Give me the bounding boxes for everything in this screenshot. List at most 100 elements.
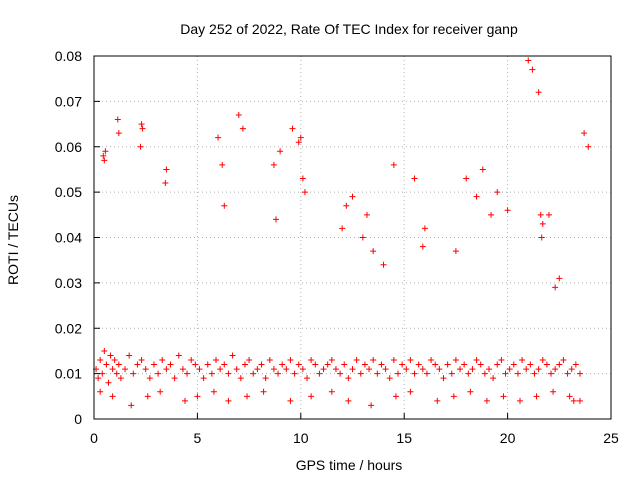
data-point <box>411 370 418 377</box>
data-points <box>93 57 592 409</box>
data-point <box>572 361 579 368</box>
axis-ticks: 0 5 10 15 20 25 0 0.01 0.02 0.03 0.04 0.05 0.06 0.07 0… <box>55 48 619 446</box>
x-tick-label: 20 <box>500 430 516 446</box>
data-point <box>341 361 348 368</box>
data-point <box>576 370 583 377</box>
y-axis-label: ROTI / TECUs <box>5 195 21 285</box>
data-point <box>179 366 186 373</box>
y-tick-label: 0.05 <box>55 184 82 200</box>
data-point <box>539 357 546 364</box>
data-point <box>297 134 304 141</box>
data-point <box>272 216 279 223</box>
data-point <box>250 370 257 377</box>
data-point <box>287 397 294 404</box>
data-point <box>270 161 277 168</box>
data-point <box>97 357 104 364</box>
data-point <box>210 388 217 395</box>
data-point <box>221 361 228 368</box>
data-point <box>138 357 145 364</box>
data-point <box>452 248 459 255</box>
data-point <box>529 66 536 73</box>
data-point <box>291 370 298 377</box>
data-point <box>244 393 251 400</box>
data-point <box>114 116 121 123</box>
data-point <box>370 357 377 364</box>
data-point <box>184 370 191 377</box>
data-point <box>533 393 540 400</box>
data-point <box>139 125 146 132</box>
x-tick-label: 25 <box>603 430 619 446</box>
data-point <box>332 366 339 373</box>
data-point <box>97 388 104 395</box>
data-point <box>349 193 356 200</box>
data-point <box>225 370 232 377</box>
data-point <box>345 397 352 404</box>
data-point <box>277 148 284 155</box>
y-tick-label: 0.08 <box>55 48 82 64</box>
data-point <box>434 397 441 404</box>
data-point <box>415 361 422 368</box>
x-tick-label: 15 <box>396 430 412 446</box>
data-point <box>390 357 397 364</box>
data-point <box>301 189 308 196</box>
data-point <box>566 393 573 400</box>
data-point <box>225 397 232 404</box>
data-point <box>560 357 567 364</box>
data-point <box>144 393 151 400</box>
data-point <box>163 366 170 373</box>
data-point <box>467 388 474 395</box>
data-point <box>568 366 575 373</box>
data-point <box>102 148 109 155</box>
data-point <box>308 357 315 364</box>
data-point <box>502 370 509 377</box>
data-point <box>194 393 201 400</box>
data-point <box>324 361 331 368</box>
y-tick-label: 0.02 <box>55 320 82 336</box>
data-point <box>473 193 480 200</box>
data-point <box>308 393 315 400</box>
plot-frame <box>93 55 612 420</box>
x-tick-label: 10 <box>293 430 309 446</box>
data-point <box>370 248 377 255</box>
x-tick-label: 0 <box>90 430 98 446</box>
data-point <box>504 207 511 214</box>
data-point <box>538 234 545 241</box>
data-point <box>328 357 335 364</box>
data-point <box>485 366 492 373</box>
data-point <box>394 370 401 377</box>
data-point <box>200 375 207 382</box>
data-point <box>479 166 486 173</box>
data-point <box>349 366 356 373</box>
data-point <box>477 361 484 368</box>
y-tick-label: 0.06 <box>55 139 82 155</box>
data-point <box>535 366 542 373</box>
data-point <box>109 393 116 400</box>
data-point <box>219 161 226 168</box>
data-point <box>585 143 592 150</box>
data-point <box>419 243 426 250</box>
data-point <box>382 366 389 373</box>
data-point <box>208 370 215 377</box>
data-point <box>162 180 169 187</box>
y-tick-label: 0.07 <box>55 93 82 109</box>
data-point <box>506 366 513 373</box>
data-point <box>423 370 430 377</box>
data-point <box>103 361 110 368</box>
data-point <box>146 375 153 382</box>
y-tick-label: 0.03 <box>55 275 82 291</box>
data-point <box>289 125 296 132</box>
data-point <box>246 357 253 364</box>
data-point <box>407 357 414 364</box>
data-point <box>126 352 133 359</box>
data-point <box>134 361 141 368</box>
data-point <box>407 388 414 395</box>
data-point <box>490 375 497 382</box>
data-point <box>163 166 170 173</box>
data-point <box>312 361 319 368</box>
data-point <box>150 361 157 368</box>
data-point <box>494 361 501 368</box>
data-point <box>270 366 277 373</box>
data-point <box>295 361 302 368</box>
data-point <box>545 211 552 218</box>
